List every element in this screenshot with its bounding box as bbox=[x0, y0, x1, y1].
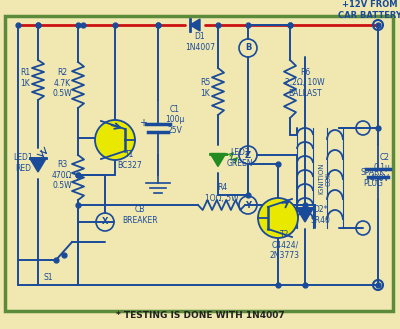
Polygon shape bbox=[190, 19, 200, 31]
Text: CB
BREAKER: CB BREAKER bbox=[122, 205, 158, 225]
Text: LED1
RED: LED1 RED bbox=[13, 153, 33, 173]
Circle shape bbox=[258, 198, 298, 238]
Text: T2
C4424/
2N3773: T2 C4424/ 2N3773 bbox=[270, 230, 300, 260]
Text: +: + bbox=[139, 118, 147, 129]
Text: D1
1N4007: D1 1N4007 bbox=[185, 32, 215, 52]
Text: R1
1K: R1 1K bbox=[20, 68, 30, 88]
Text: R3
470Ω
0.5W: R3 470Ω 0.5W bbox=[52, 160, 72, 190]
Text: C1
100μ
25V: C1 100μ 25V bbox=[165, 105, 185, 135]
Text: IGNITION
COIL: IGNITION COIL bbox=[318, 162, 332, 194]
Text: X: X bbox=[102, 217, 108, 226]
Text: S1: S1 bbox=[43, 273, 53, 283]
FancyBboxPatch shape bbox=[5, 16, 393, 311]
Text: R4
1OΩ, 5W: R4 1OΩ, 5W bbox=[205, 183, 239, 203]
Text: Y: Y bbox=[245, 200, 251, 210]
Text: LED2
GREEN: LED2 GREEN bbox=[227, 148, 253, 168]
Text: Z: Z bbox=[245, 150, 251, 160]
Polygon shape bbox=[297, 208, 314, 222]
Text: B: B bbox=[245, 43, 251, 53]
Text: * TESTING IS DONE WITH 1N4007: * TESTING IS DONE WITH 1N4007 bbox=[116, 311, 284, 319]
Text: R6
2.2Ω, 10W
BALLAST: R6 2.2Ω, 10W BALLAST bbox=[285, 68, 325, 98]
Text: SPARK
PLUG: SPARK PLUG bbox=[361, 168, 385, 188]
Text: +12V FROM
CAR BATTERY: +12V FROM CAR BATTERY bbox=[338, 0, 400, 20]
Polygon shape bbox=[210, 154, 226, 166]
Text: T1
BC327: T1 BC327 bbox=[118, 150, 142, 170]
Polygon shape bbox=[30, 158, 46, 172]
Text: R2
4.7K
0.5W: R2 4.7K 0.5W bbox=[52, 68, 72, 98]
Text: C2
0.1μ
400V: C2 0.1μ 400V bbox=[370, 153, 390, 183]
Text: R5
1K: R5 1K bbox=[200, 78, 210, 98]
Text: D2*
SR40: D2* SR40 bbox=[310, 205, 330, 225]
Circle shape bbox=[95, 120, 135, 160]
